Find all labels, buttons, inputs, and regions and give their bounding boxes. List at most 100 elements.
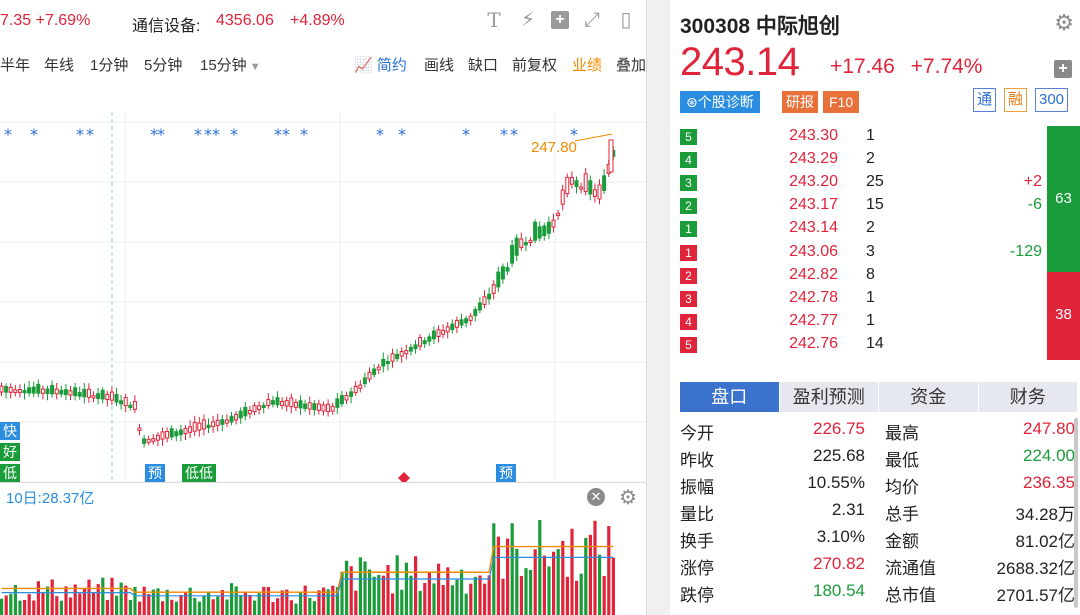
event-star-icon[interactable]: *: [510, 125, 518, 144]
event-star-icon[interactable]: *: [462, 125, 470, 144]
lightning-icon[interactable]: ⚡: [520, 9, 536, 31]
candle: [537, 226, 542, 239]
volume-bar: [202, 595, 206, 615]
badge-300[interactable]: 300: [1035, 88, 1069, 112]
event-star-icon[interactable]: *: [230, 125, 238, 144]
f10-button[interactable]: F10: [823, 91, 860, 113]
buy-row[interactable]: 5 242.76 14: [680, 334, 1050, 357]
candle: [91, 395, 96, 399]
period-5min[interactable]: 5分钟: [144, 57, 183, 74]
event-star-icon[interactable]: *: [212, 125, 220, 144]
event-star-icon[interactable]: *: [376, 125, 384, 144]
period-year[interactable]: 年线: [44, 57, 75, 74]
volume-bar: [510, 523, 514, 615]
buy-row[interactable]: 4 242.77 1: [680, 311, 1050, 334]
panel-divider[interactable]: [647, 0, 670, 615]
event-star-icon[interactable]: *: [86, 125, 94, 144]
volume-bar: [225, 599, 229, 615]
sell-row[interactable]: 5 243.30 1: [680, 126, 1050, 149]
sell-row[interactable]: 3 243.20 25 +2: [680, 172, 1050, 195]
buy-row[interactable]: 2 242.82 8: [680, 265, 1050, 288]
simple-mode-button[interactable]: 📈 简约: [354, 57, 407, 74]
event-star-icon[interactable]: *: [282, 125, 290, 144]
volume-bar: [18, 600, 22, 615]
expand-icon[interactable]: ⤢: [584, 9, 600, 31]
event-star-icon[interactable]: *: [300, 125, 308, 144]
sell-row[interactable]: 4 243.29 2: [680, 149, 1050, 172]
event-star-icon[interactable]: *: [30, 125, 38, 144]
tab-finance[interactable]: 财务: [978, 382, 1078, 412]
candlestick-chart[interactable]: * * * * * * * * * * * * * * * * * * * 247.80: [0, 112, 647, 482]
volume-bar: [211, 599, 215, 615]
gear-icon[interactable]: ⚙: [619, 487, 637, 509]
volume-bar: [492, 523, 496, 615]
volume-bar: [455, 579, 459, 615]
scrollbar[interactable]: [1074, 418, 1078, 608]
candle: [132, 401, 137, 410]
event-star-icon[interactable]: *: [204, 125, 212, 144]
candle: [201, 419, 206, 430]
period-15min[interactable]: 15分钟 ▼: [200, 57, 261, 74]
restore-button[interactable]: 前复权: [512, 57, 558, 74]
event-star-icon[interactable]: *: [150, 125, 158, 144]
forecast-tag-2[interactable]: 预: [496, 464, 516, 482]
candle: [289, 397, 294, 408]
sell-row[interactable]: 2 243.17 15 -6: [680, 195, 1050, 218]
text-icon[interactable]: T: [487, 8, 501, 32]
volume-bar: [584, 537, 588, 615]
candle: [362, 377, 367, 385]
candle: [326, 403, 331, 413]
tab-funds[interactable]: 资金: [879, 382, 979, 412]
volume-bar: [73, 584, 77, 615]
event-star-icon[interactable]: *: [274, 125, 282, 144]
volume-chart[interactable]: [0, 512, 647, 615]
add-watchlist-icon[interactable]: +: [1054, 60, 1072, 78]
sell-row[interactable]: 1 243.14 2: [680, 218, 1050, 241]
badge-tong[interactable]: 通: [973, 88, 997, 112]
volume-bar: [473, 576, 477, 615]
buy-row[interactable]: 3 242.78 1: [680, 288, 1050, 311]
settings-gear-icon[interactable]: ⚙: [1054, 10, 1074, 35]
tab-pankou[interactable]: 盘口: [680, 382, 780, 412]
candle: [528, 239, 533, 244]
period-1min[interactable]: 1分钟: [90, 57, 129, 74]
forecast-tag-1[interactable]: 预: [145, 464, 165, 482]
candle: [353, 385, 358, 394]
badge-rong[interactable]: 融: [1004, 88, 1028, 112]
low-tag[interactable]: 低低: [182, 464, 216, 482]
diagnosis-button[interactable]: ⊛个股诊断: [680, 91, 760, 113]
event-star-icon[interactable]: *: [194, 125, 202, 144]
candle: [211, 421, 216, 428]
volume-bar: [611, 557, 615, 615]
candle: [73, 387, 78, 397]
buy-row[interactable]: 1 243.06 3 -129: [680, 242, 1050, 265]
candle: [519, 238, 524, 248]
volume-bar: [326, 589, 330, 615]
panel-icon[interactable]: ▯: [620, 9, 632, 31]
volume-bar: [381, 575, 385, 615]
event-star-icon[interactable]: *: [500, 125, 508, 144]
volume-bar: [450, 585, 454, 615]
tab-forecast[interactable]: 盈利预测: [779, 382, 879, 412]
candle: [96, 393, 101, 399]
volume-bar: [101, 577, 105, 615]
volume-bar: [41, 592, 45, 615]
candle: [468, 315, 473, 321]
performance-button[interactable]: 业绩: [572, 57, 603, 74]
overlay-button[interactable]: 叠加: [616, 57, 647, 74]
event-star-icon[interactable]: *: [4, 125, 12, 144]
event-star-icon[interactable]: *: [76, 125, 84, 144]
plus-box-icon[interactable]: +: [551, 11, 569, 29]
event-star-icon[interactable]: *: [570, 125, 578, 144]
event-star-icon[interactable]: *: [398, 125, 406, 144]
close-icon[interactable]: ✕: [587, 488, 605, 506]
draw-line-button[interactable]: 画线: [424, 57, 455, 74]
research-button[interactable]: 研报: [782, 91, 818, 113]
event-star-icon[interactable]: *: [157, 125, 165, 144]
left-tag-3: 低: [0, 464, 20, 482]
candle: [454, 319, 459, 328]
candle: [390, 353, 395, 362]
change-value: +17.46: [830, 55, 895, 78]
gap-button[interactable]: 缺口: [468, 57, 499, 74]
period-half-year[interactable]: 半年: [0, 57, 31, 74]
